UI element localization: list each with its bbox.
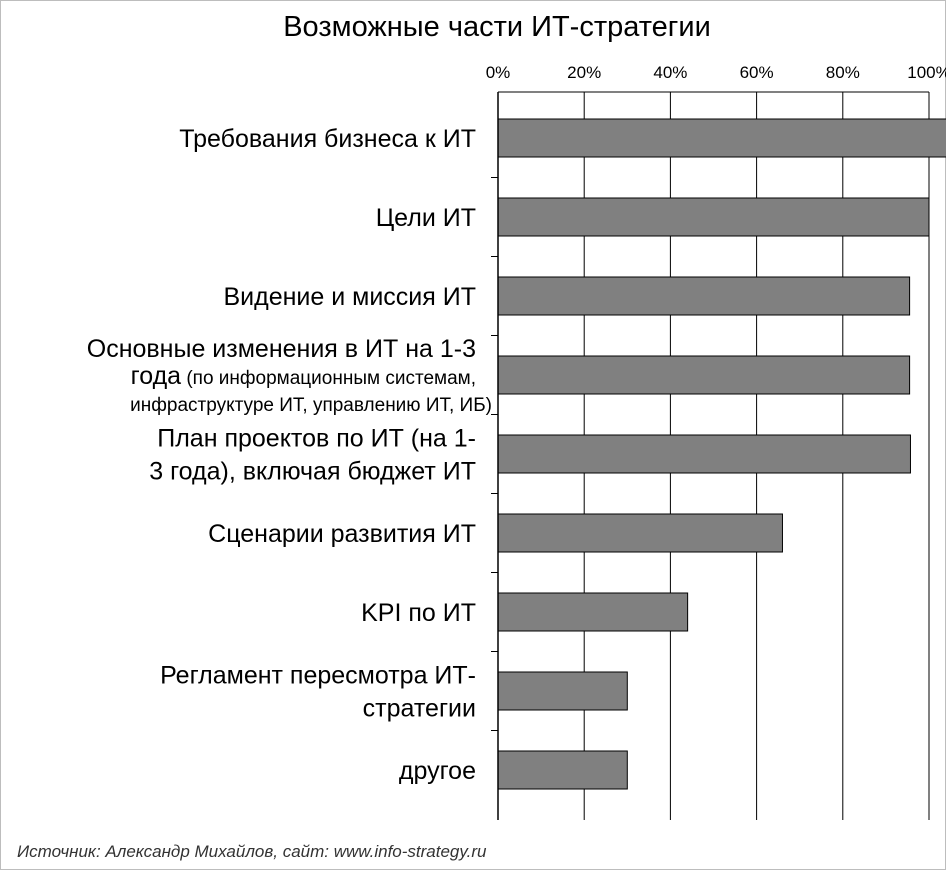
category-label: Видение и миссия ИТ <box>223 283 476 311</box>
x-tick-labels: 0% 20% 40% 60% 80% 100% <box>486 63 946 82</box>
category-label-line: План проектов по ИТ (на 1- <box>157 425 476 453</box>
bar <box>497 434 911 474</box>
category-label: План проектов по ИТ (на 1- 3 года), включ… <box>149 425 476 486</box>
bar-chart: Возможные части ИТ-стратегии 0% 20% 40% 60%… <box>87 11 946 820</box>
category-label: другое <box>399 757 476 785</box>
category-label-line: другое <box>399 757 476 785</box>
bar <box>497 276 911 316</box>
category-label: Регламент пересмотра ИТ-стратегии <box>160 662 476 723</box>
category-label-line: KPI по ИТ <box>361 599 476 627</box>
source-note: Источник: Александр Михайлов, сайт: www.… <box>17 842 487 861</box>
category-label-line: стратегии <box>363 695 476 723</box>
category-label: KPI по ИТ <box>361 599 476 627</box>
category-label: Сценарии развития ИТ <box>208 520 476 548</box>
x-tick-label: 0% <box>486 63 511 82</box>
category-label-line: Основные изменения в ИТ на 1-3 <box>87 335 476 363</box>
chart-title: Возможные части ИТ-стратегии <box>283 11 711 43</box>
category-label-line: Сценарии развития ИТ <box>208 520 476 548</box>
x-tick-label: 100% <box>907 63 946 82</box>
bar <box>497 197 930 237</box>
category-label-line: Регламент пересмотра ИТ- <box>160 662 476 690</box>
bars <box>497 118 946 790</box>
category-labels: Требования бизнеса к ИТ Цели ИТ Видение и … <box>87 125 492 785</box>
x-tick-label: 60% <box>740 63 774 82</box>
x-tick-label: 20% <box>567 63 601 82</box>
category-label-line: 3 года), включая бюджет ИТ <box>149 458 476 486</box>
category-label-line: года (по информационным системам, <box>131 362 476 390</box>
bar <box>497 592 689 632</box>
bar <box>497 355 911 395</box>
category-label: Требования бизнеса к ИТ <box>179 125 476 153</box>
category-label-line: Цели ИТ <box>376 204 476 232</box>
x-tick-label: 40% <box>653 63 687 82</box>
category-label-line: инфраструктуре ИТ, управлению ИТ, ИБ) <box>130 395 492 416</box>
category-label-line: Требования бизнеса к ИТ <box>179 125 476 153</box>
axes <box>491 91 929 820</box>
category-label-line: Видение и миссия ИТ <box>223 283 476 311</box>
bar <box>497 118 946 158</box>
x-tick-label: 80% <box>826 63 860 82</box>
bar <box>497 671 628 711</box>
bar <box>497 513 783 553</box>
bar <box>497 750 628 790</box>
category-label: Цели ИТ <box>376 204 476 232</box>
